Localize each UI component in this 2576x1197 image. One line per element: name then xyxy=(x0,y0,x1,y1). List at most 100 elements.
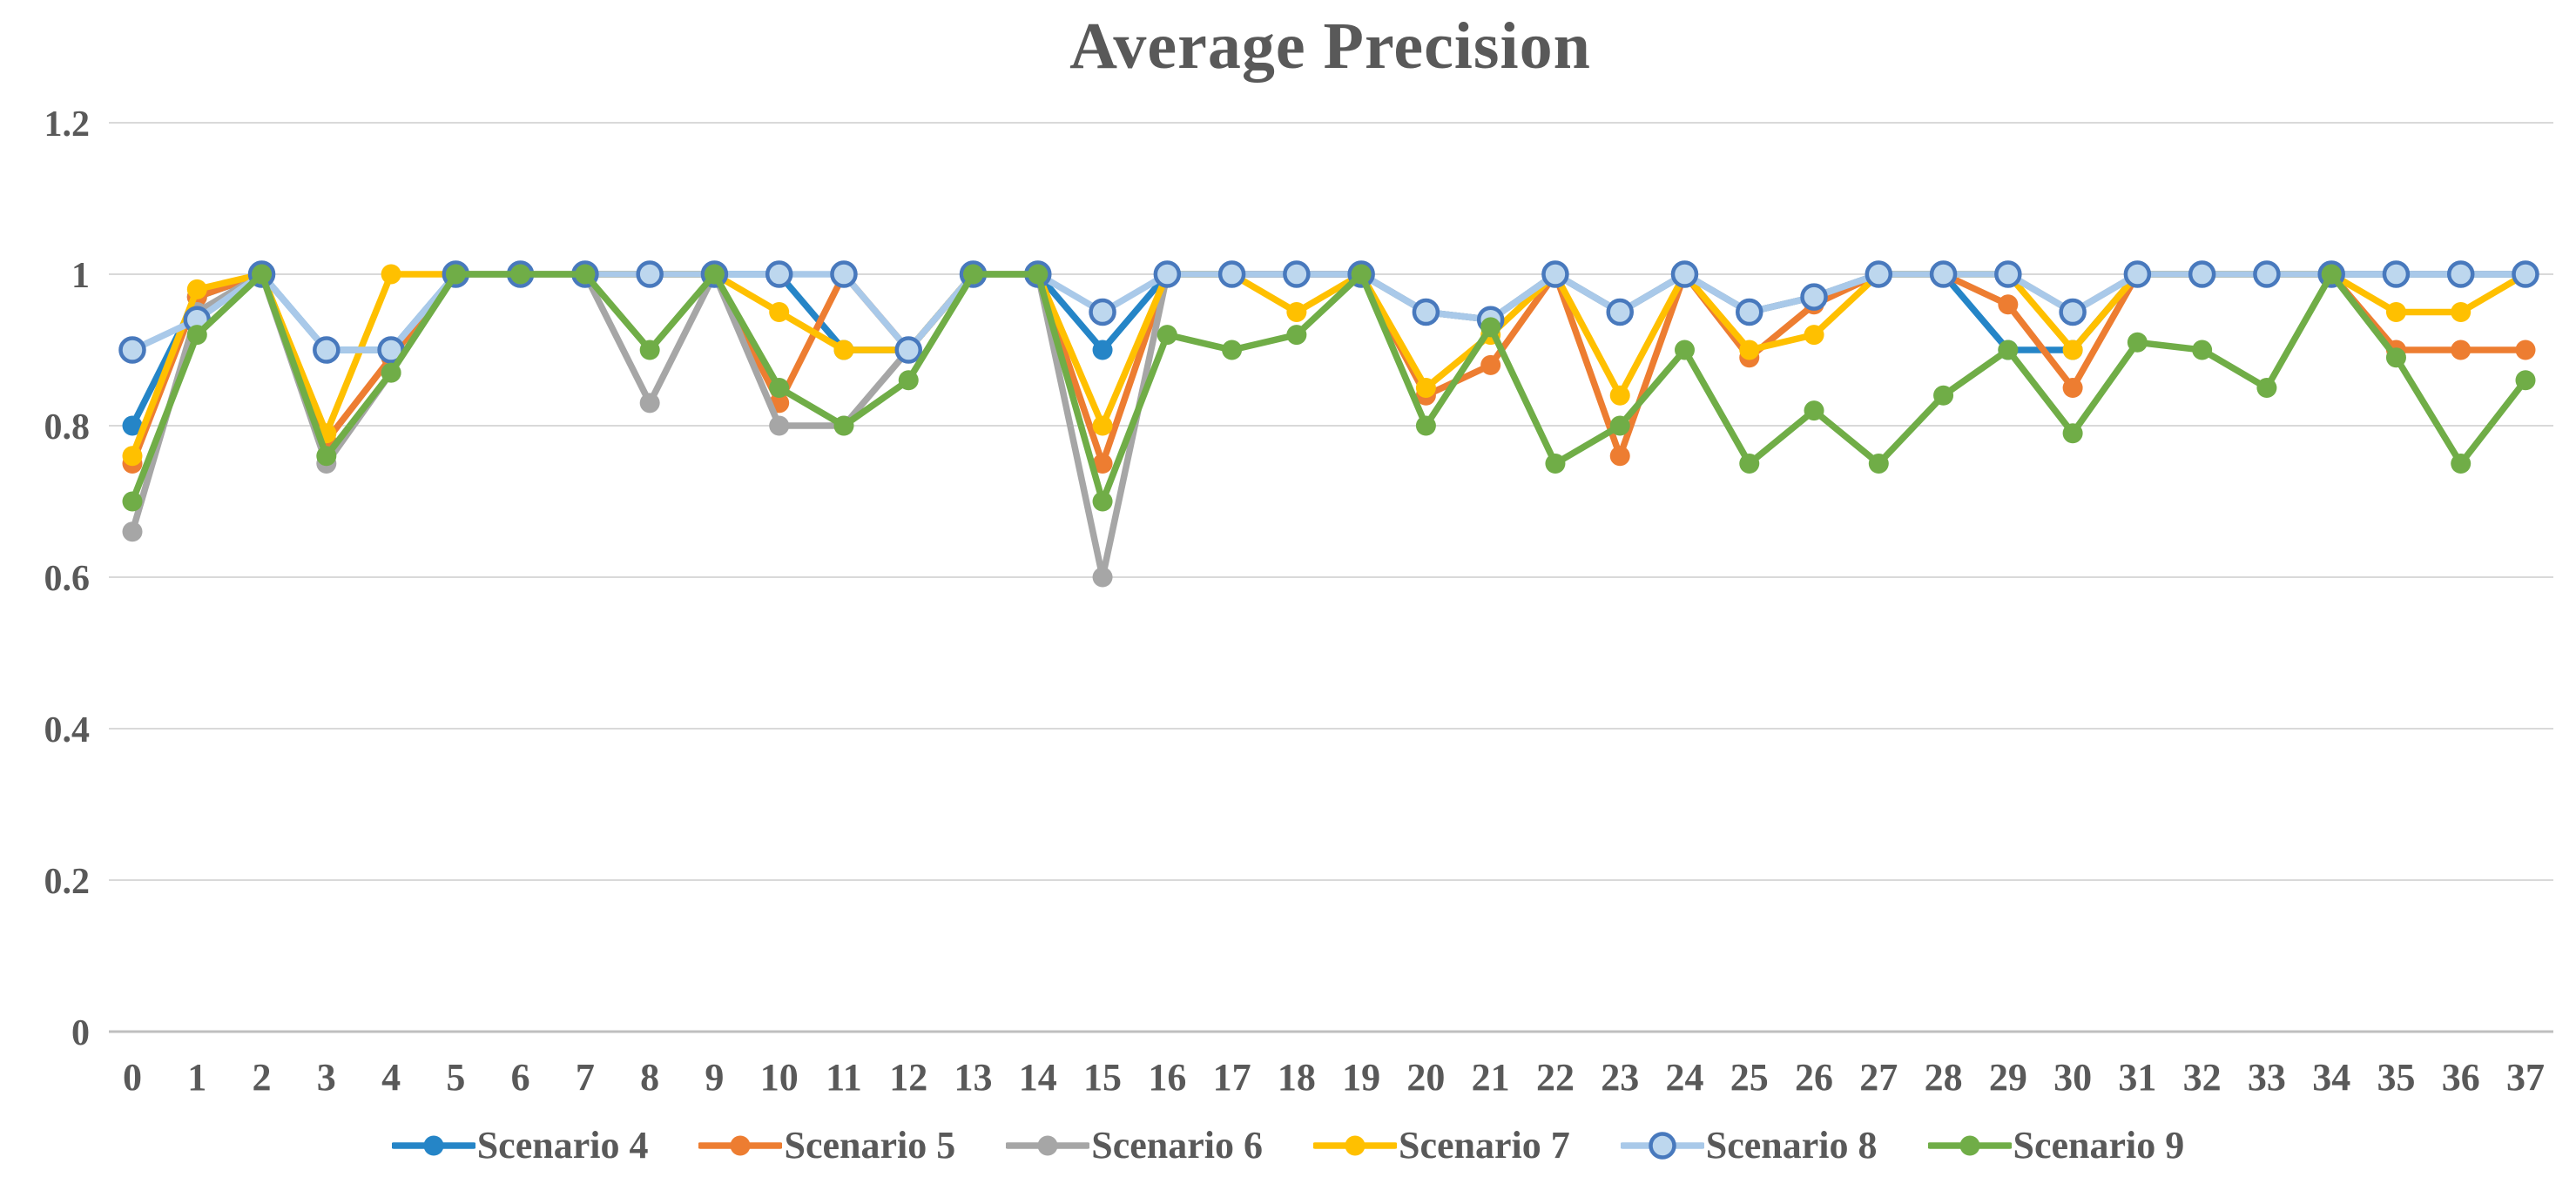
series-marker-9 xyxy=(2321,264,2342,285)
series-marker-5 xyxy=(2451,340,2471,360)
series-marker-8 xyxy=(894,336,922,364)
series-marker-9 xyxy=(2256,378,2277,398)
series-marker-9 xyxy=(2451,454,2471,474)
series-marker-9 xyxy=(2062,423,2083,444)
x-tick-label: 18 xyxy=(1278,1056,1316,1099)
series-marker-8 xyxy=(1800,283,1828,311)
x-tick-label: 25 xyxy=(1730,1056,1769,1099)
series-marker-8 xyxy=(1670,260,1699,288)
series-marker-6 xyxy=(639,393,660,414)
x-tick-label: 29 xyxy=(1989,1056,2027,1099)
series-marker-9 xyxy=(1157,325,1177,346)
y-tick-label: 0.4 xyxy=(44,710,91,750)
series-marker-9 xyxy=(1933,385,1954,406)
legend-label: Scenario 6 xyxy=(1091,1124,1263,1167)
series-marker-9 xyxy=(2127,332,2148,353)
series-marker-7 xyxy=(2385,302,2406,322)
x-tick-label: 33 xyxy=(2248,1056,2286,1099)
x-tick-label: 14 xyxy=(1019,1056,1057,1099)
series-marker-8 xyxy=(1089,298,1116,326)
legend-label: Scenario 9 xyxy=(2013,1124,2185,1167)
series-marker-8 xyxy=(1929,260,1958,288)
series-line-4 xyxy=(129,271,2529,429)
legend-swatch-icon xyxy=(1927,1135,2012,1156)
series-marker-9 xyxy=(252,264,273,285)
x-tick-label: 19 xyxy=(1342,1056,1380,1099)
y-tick-label: 0.6 xyxy=(44,559,91,599)
x-tick-label: 34 xyxy=(2312,1056,2350,1099)
x-tick-label: 5 xyxy=(446,1056,465,1099)
series-marker-9 xyxy=(704,264,725,285)
series-marker-9 xyxy=(769,378,790,398)
series-marker-7 xyxy=(1415,378,1436,398)
legend-label: Scenario 5 xyxy=(784,1124,956,1167)
series-marker-9 xyxy=(1804,400,1824,421)
series-marker-5 xyxy=(1998,294,2019,315)
x-tick-label: 30 xyxy=(2053,1056,2092,1099)
x-tick-label: 4 xyxy=(381,1056,401,1099)
x-tick-label: 27 xyxy=(1859,1056,1898,1099)
series-marker-8 xyxy=(830,260,858,288)
y-tick-label: 1.2 xyxy=(44,104,91,145)
x-tick-label: 26 xyxy=(1795,1056,1833,1099)
legend-swatch-icon xyxy=(391,1135,475,1156)
series-marker-9 xyxy=(1868,454,1889,474)
x-tick-label: 6 xyxy=(511,1056,530,1099)
series-marker-9 xyxy=(575,264,596,285)
x-tick-label: 21 xyxy=(1472,1056,1510,1099)
legend-item-scenario-8: Scenario 8 xyxy=(1620,1124,1878,1167)
series-marker-9 xyxy=(1480,317,1501,338)
series-marker-8 xyxy=(1865,260,1893,288)
x-tick-label: 13 xyxy=(954,1056,993,1099)
series-marker-7 xyxy=(1609,385,1630,406)
series-marker-9 xyxy=(510,264,531,285)
series-marker-8 xyxy=(1606,298,1634,326)
series-marker-9 xyxy=(2385,347,2406,368)
series-marker-9 xyxy=(122,491,143,512)
x-tick-label: 36 xyxy=(2442,1056,2480,1099)
series-marker-9 xyxy=(898,370,919,391)
series-marker-7 xyxy=(1739,340,1760,360)
x-tick-label: 1 xyxy=(187,1056,206,1099)
legend-label: Scenario 8 xyxy=(1705,1124,1878,1167)
y-tick-label: 0.8 xyxy=(44,407,91,447)
series-marker-9 xyxy=(1545,454,1566,474)
series-marker-9 xyxy=(1739,454,1760,474)
series-marker-9 xyxy=(186,325,207,346)
series-marker-9 xyxy=(1092,491,1113,512)
chart-title: Average Precision xyxy=(1069,10,1591,83)
series-marker-9 xyxy=(963,264,984,285)
series-marker-8 xyxy=(1412,298,1440,326)
series-marker-6 xyxy=(769,415,790,436)
series-marker-7 xyxy=(1286,302,1307,322)
series-marker-5 xyxy=(2515,340,2536,360)
legend-label: Scenario 4 xyxy=(476,1124,649,1167)
series-marker-7 xyxy=(186,279,207,299)
series-marker-7 xyxy=(769,302,790,322)
series-line-8 xyxy=(129,271,2529,353)
series-line-9 xyxy=(129,271,2529,505)
legend-label: Scenario 7 xyxy=(1399,1124,1570,1167)
x-tick-label: 3 xyxy=(317,1056,336,1099)
x-tick-label: 17 xyxy=(1213,1056,1251,1099)
x-tick-label: 15 xyxy=(1083,1056,1122,1099)
x-tick-label: 37 xyxy=(2506,1056,2545,1099)
legend-swatch-icon xyxy=(1620,1132,1704,1160)
series-marker-8 xyxy=(2059,298,2087,326)
series-marker-9 xyxy=(1286,325,1307,346)
series-marker-8 xyxy=(1541,260,1569,288)
x-tick-label: 2 xyxy=(253,1056,272,1099)
series-marker-7 xyxy=(122,446,143,467)
series-marker-7 xyxy=(2451,302,2471,322)
legend-item-scenario-7: Scenario 7 xyxy=(1313,1125,1570,1167)
series-marker-7 xyxy=(1804,325,1824,346)
x-tick-label: 32 xyxy=(2183,1056,2222,1099)
legend: Scenario 4 Scenario 5 Scenario 6 Scenario 7… xyxy=(0,1125,2576,1167)
series-marker-6 xyxy=(122,521,143,542)
series-marker-5 xyxy=(2062,378,2083,398)
x-tick-label: 7 xyxy=(576,1056,595,1099)
series-marker-4 xyxy=(122,415,143,436)
legend-item-scenario-9: Scenario 9 xyxy=(1927,1124,2185,1167)
